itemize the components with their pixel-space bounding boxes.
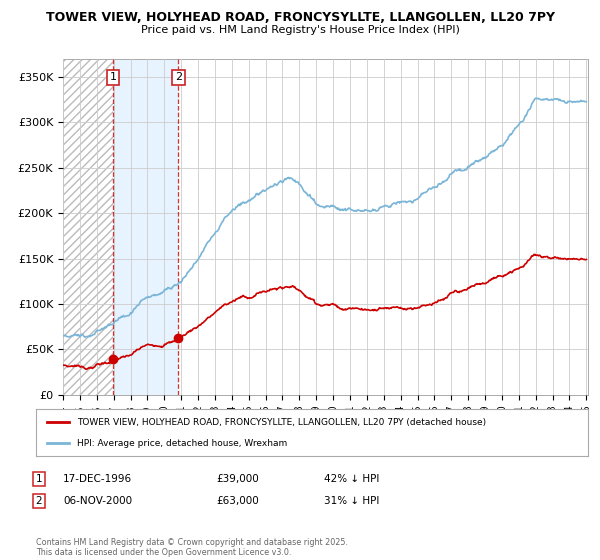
Text: 06-NOV-2000: 06-NOV-2000 <box>63 496 132 506</box>
Text: 17-DEC-1996: 17-DEC-1996 <box>63 474 132 484</box>
Text: HPI: Average price, detached house, Wrexham: HPI: Average price, detached house, Wrex… <box>77 438 287 447</box>
Text: Price paid vs. HM Land Registry's House Price Index (HPI): Price paid vs. HM Land Registry's House … <box>140 25 460 35</box>
Text: 2: 2 <box>35 496 43 506</box>
Text: 2: 2 <box>175 72 182 82</box>
Text: TOWER VIEW, HOLYHEAD ROAD, FRONCYSYLLTE, LLANGOLLEN, LL20 7PY (detached house): TOWER VIEW, HOLYHEAD ROAD, FRONCYSYLLTE,… <box>77 418 487 427</box>
Bar <box>113 59 178 395</box>
Text: Contains HM Land Registry data © Crown copyright and database right 2025.
This d: Contains HM Land Registry data © Crown c… <box>36 538 348 557</box>
Text: £63,000: £63,000 <box>216 496 259 506</box>
Text: 31% ↓ HPI: 31% ↓ HPI <box>324 496 379 506</box>
Text: TOWER VIEW, HOLYHEAD ROAD, FRONCYSYLLTE, LLANGOLLEN, LL20 7PY: TOWER VIEW, HOLYHEAD ROAD, FRONCYSYLLTE,… <box>46 11 554 24</box>
Text: £39,000: £39,000 <box>216 474 259 484</box>
Text: 42% ↓ HPI: 42% ↓ HPI <box>324 474 379 484</box>
Text: 1: 1 <box>35 474 43 484</box>
Bar <box>63 59 113 395</box>
Text: 1: 1 <box>109 72 116 82</box>
